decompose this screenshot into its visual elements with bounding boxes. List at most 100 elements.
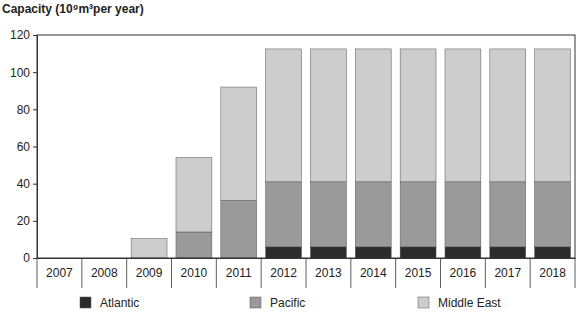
- legend-item: Pacific: [250, 296, 305, 310]
- y-tick: 20: [17, 214, 37, 228]
- bar-segment: [400, 49, 436, 182]
- legend-label: Pacific: [270, 296, 305, 310]
- bar-segment: [221, 200, 257, 258]
- y-tick-label: 0: [23, 251, 30, 265]
- x-tick: 2014: [360, 258, 387, 280]
- y-tick-mark: [33, 109, 37, 110]
- x-tick-label: 2017: [494, 266, 521, 280]
- y-tick-label: 120: [10, 28, 30, 42]
- x-tick: 2009: [136, 258, 163, 280]
- category-separator: [261, 258, 262, 288]
- x-tick-label: 2018: [539, 266, 566, 280]
- x-tick: 2010: [181, 258, 208, 280]
- category-separator: [485, 258, 486, 288]
- bar-segment: [490, 247, 526, 258]
- y-tick-mark: [33, 72, 37, 73]
- bar-segment: [445, 247, 481, 258]
- bars: [131, 49, 570, 258]
- y-tick-label: 80: [17, 103, 31, 117]
- y-tick-label: 20: [17, 214, 31, 228]
- bar-segment: [445, 182, 481, 247]
- bar-segment: [310, 247, 346, 258]
- y-tick-label: 60: [17, 140, 31, 154]
- x-tick-label: 2011: [226, 266, 252, 280]
- bar-segment: [535, 247, 571, 258]
- plot-frame: [37, 35, 575, 258]
- bar-segment: [176, 158, 212, 232]
- x-tick: 2011: [226, 258, 252, 280]
- legend-label: Middle East: [438, 296, 501, 310]
- bar-segment: [266, 182, 302, 247]
- bar-segment: [400, 247, 436, 258]
- y-tick-label: 100: [10, 66, 30, 80]
- legend-item: Middle East: [418, 296, 501, 310]
- category-separator: [37, 258, 38, 288]
- x-tick-label: 2009: [136, 266, 163, 280]
- x-axis-line: [38, 258, 576, 259]
- x-tick: 2008: [91, 258, 118, 280]
- category-separator: [440, 258, 441, 288]
- legend-swatch: [418, 297, 429, 308]
- bar-segment: [176, 232, 212, 258]
- bar-segment: [400, 182, 436, 247]
- category-separator: [350, 258, 351, 288]
- series-2: [131, 49, 570, 258]
- y-tick-mark: [33, 258, 37, 259]
- y-tick: 0: [23, 251, 37, 265]
- legend-item: Atlantic: [80, 296, 139, 310]
- series-0: [266, 247, 571, 258]
- x-tick-label: 2016: [450, 266, 477, 280]
- category-separator: [81, 258, 82, 288]
- y-axis-title: Capacity (10⁹m³per year): [2, 2, 144, 16]
- y-tick: 40: [17, 177, 37, 191]
- bar-segment: [355, 182, 391, 247]
- y-tick-mark: [33, 221, 37, 222]
- x-axis: 2007 2008 2009 2010 2011 2012 2013 2014 2015 2016…: [37, 258, 576, 288]
- y-tick: 80: [17, 103, 37, 117]
- bar-segment: [221, 87, 257, 200]
- bar-segment: [490, 49, 526, 182]
- legend-swatch: [250, 297, 261, 308]
- legend-label: Atlantic: [100, 296, 139, 310]
- bar-segment: [535, 182, 571, 247]
- bar-segment: [310, 182, 346, 247]
- bar-segment: [445, 49, 481, 182]
- category-separator: [530, 258, 531, 288]
- category-separator: [306, 258, 307, 288]
- x-tick: 2012: [270, 258, 297, 280]
- plot: 0204060801001202007200820092010201120122…: [10, 28, 576, 288]
- category-separator: [395, 258, 396, 288]
- x-tick: 2007: [46, 258, 73, 280]
- bar-segment: [355, 247, 391, 258]
- legend: Atlantic Pacific Middle East: [80, 296, 501, 310]
- bar-segment: [535, 49, 571, 182]
- category-separator: [126, 258, 127, 288]
- y-tick-mark: [33, 35, 37, 36]
- category-separator: [575, 258, 576, 288]
- y-axis: 0 20 40 60 80 100 120: [10, 28, 38, 265]
- bar-segment: [131, 238, 167, 258]
- chart: 0204060801001202007200820092010201120122…: [0, 0, 580, 325]
- bar-segment: [266, 49, 302, 182]
- x-tick-label: 2008: [91, 266, 118, 280]
- x-tick-label: 2015: [405, 266, 432, 280]
- bar-segment: [266, 247, 302, 258]
- bar-segment: [490, 182, 526, 247]
- bar-segment: [355, 49, 391, 182]
- x-tick: 2018: [539, 258, 566, 280]
- y-axis-line: [33, 36, 38, 259]
- legend-swatch: [80, 297, 91, 308]
- category-separator: [171, 258, 172, 288]
- x-tick-label: 2010: [181, 266, 208, 280]
- y-tick: 100: [10, 66, 37, 80]
- x-tick-label: 2014: [360, 266, 387, 280]
- x-tick-label: 2007: [46, 266, 73, 280]
- x-tick: 2017: [494, 258, 521, 280]
- x-tick-label: 2012: [270, 266, 297, 280]
- y-tick: 60: [17, 140, 37, 154]
- x-tick: 2016: [450, 258, 477, 280]
- bar-segment: [310, 49, 346, 182]
- y-tick-mark: [33, 147, 37, 148]
- x-tick: 2013: [315, 258, 342, 280]
- y-tick-label: 40: [17, 177, 31, 191]
